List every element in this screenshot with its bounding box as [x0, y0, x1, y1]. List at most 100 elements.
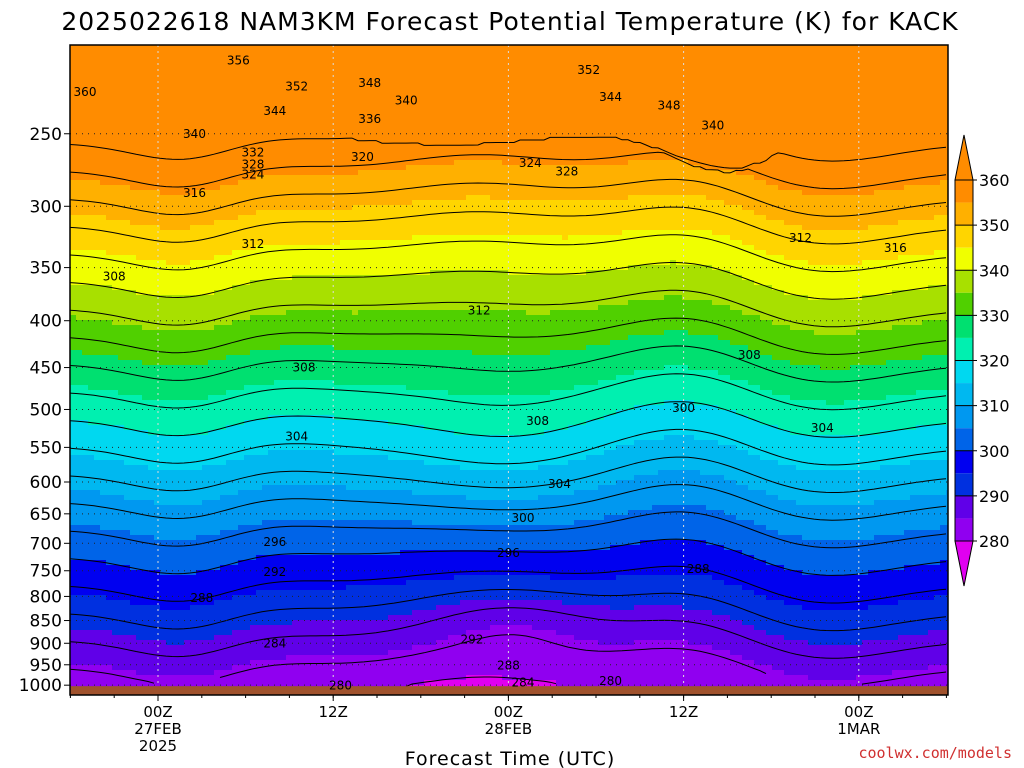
band-cell — [136, 155, 143, 161]
band-cell — [142, 420, 149, 426]
band-cell — [136, 680, 143, 686]
band-cell — [184, 320, 191, 326]
band-cell — [268, 200, 275, 206]
band-cell — [118, 75, 125, 81]
band-cell — [208, 95, 215, 101]
band-cell — [208, 50, 215, 56]
band-cell — [262, 385, 269, 391]
band-cell — [292, 310, 299, 316]
band-cell — [244, 675, 251, 681]
band-cell — [76, 335, 83, 341]
band-cell — [226, 75, 233, 81]
band-cell — [88, 180, 95, 186]
band-cell — [244, 300, 251, 306]
band-cell — [280, 535, 287, 541]
band-cell — [208, 410, 215, 416]
band-cell — [172, 590, 179, 596]
band-cell — [208, 160, 215, 166]
band-cell — [280, 425, 287, 431]
band-cell — [250, 430, 257, 436]
band-cell — [118, 160, 125, 166]
band-cell — [196, 255, 203, 261]
band-cell — [220, 680, 227, 686]
band-cell — [262, 605, 269, 611]
band-cell — [100, 115, 107, 121]
band-cell — [82, 500, 89, 506]
band-cell — [172, 340, 179, 346]
band-cell — [292, 105, 299, 111]
band-cell — [244, 255, 251, 261]
band-cell — [142, 570, 149, 576]
band-cell — [112, 290, 119, 296]
band-cell — [178, 375, 185, 381]
band-cell — [298, 285, 305, 291]
band-cell — [232, 445, 239, 451]
band-cell — [88, 120, 95, 126]
band-cell — [148, 470, 155, 476]
band-cell — [220, 290, 227, 296]
band-cell — [100, 170, 107, 176]
band-cell — [70, 655, 77, 661]
band-cell — [184, 620, 191, 626]
band-cell — [274, 505, 281, 511]
band-cell — [286, 415, 293, 421]
band-cell — [94, 390, 101, 396]
band-cell — [274, 45, 281, 51]
band-cell — [238, 355, 245, 361]
band-cell — [214, 295, 221, 301]
band-cell — [250, 175, 257, 181]
band-cell — [166, 165, 173, 171]
band-cell — [190, 95, 197, 101]
band-cell — [100, 375, 107, 381]
band-cell — [124, 160, 131, 166]
band-cell — [238, 395, 245, 401]
band-cell — [136, 490, 143, 496]
band-cell — [214, 670, 221, 676]
band-cell — [100, 225, 107, 231]
band-cell — [262, 610, 269, 616]
band-cell — [106, 210, 113, 216]
band-cell — [100, 580, 107, 586]
band-cell — [166, 225, 173, 231]
band-cell — [100, 450, 107, 456]
band-cell — [274, 455, 281, 461]
band-cell — [196, 440, 203, 446]
band-cell — [262, 100, 269, 106]
band-cell — [232, 575, 239, 581]
band-cell — [274, 405, 281, 411]
band-cell — [238, 610, 245, 616]
band-cell — [244, 480, 251, 486]
band-cell — [268, 150, 275, 156]
band-cell — [154, 440, 161, 446]
band-cell — [76, 305, 83, 311]
band-cell — [244, 250, 251, 256]
band-cell — [202, 510, 209, 516]
band-cell — [124, 680, 131, 686]
band-cell — [130, 280, 137, 286]
band-cell — [214, 225, 221, 231]
band-cell — [196, 655, 203, 661]
band-cell — [172, 495, 179, 501]
band-cell — [250, 170, 257, 176]
band-cell — [124, 585, 131, 591]
band-cell — [208, 285, 215, 291]
band-cell — [268, 365, 275, 371]
band-cell — [88, 495, 95, 501]
band-cell — [238, 200, 245, 206]
band-cell — [112, 200, 119, 206]
band-cell — [262, 550, 269, 556]
band-cell — [88, 465, 95, 471]
band-cell — [280, 290, 287, 296]
band-cell — [250, 600, 257, 606]
band-cell — [196, 400, 203, 406]
band-cell — [166, 370, 173, 376]
band-cell — [274, 75, 281, 81]
band-cell — [184, 575, 191, 581]
band-cell — [190, 405, 197, 411]
band-cell — [286, 555, 293, 561]
band-cell — [94, 90, 101, 96]
band-cell — [118, 65, 125, 71]
band-cell — [94, 460, 101, 466]
band-cell — [196, 165, 203, 171]
band-cell — [136, 605, 143, 611]
